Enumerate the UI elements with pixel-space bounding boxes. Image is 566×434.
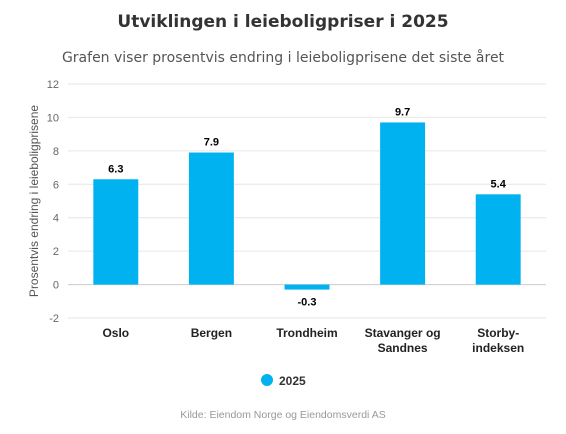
- y-tick-label: 4: [53, 213, 59, 225]
- source-credit[interactable]: Kilde: Eiendom Norge og Eiendomsverdi AS: [180, 409, 386, 421]
- y-tick-label: 12: [47, 79, 59, 91]
- data-labels: 6.3 7.9 -0.3 9.7 5.4: [108, 106, 507, 308]
- x-category-label: Trondheim: [276, 326, 337, 340]
- bar[interactable]: [93, 179, 139, 285]
- gridlines: [68, 83, 546, 319]
- y-axis-ticks: -2 0 2 4 6 8 10 12: [47, 79, 59, 325]
- y-tick-label: 10: [47, 112, 59, 124]
- x-axis-categories: Oslo Bergen Trondheim Stavanger og Sandnes St…: [102, 326, 524, 355]
- y-axis-label: Prosentvis endring i leieboligprisene: [27, 105, 41, 297]
- x-category-label: Bergen: [191, 326, 232, 340]
- bars: [93, 122, 521, 290]
- x-category-label: Stavanger og Sandnes: [365, 326, 441, 355]
- y-tick-label: 2: [53, 246, 59, 258]
- legend-label: 2025: [279, 374, 306, 388]
- chart-subtitle: Grafen viser prosentvis endring i leiebo…: [61, 50, 505, 66]
- data-label: 5.4: [491, 178, 507, 190]
- data-label: 6.3: [108, 163, 123, 175]
- legend[interactable]: 2025: [261, 374, 306, 388]
- bar[interactable]: [188, 152, 234, 285]
- y-tick-label: 6: [53, 179, 59, 191]
- bar[interactable]: [380, 122, 426, 285]
- chart-title: Utviklingen i leieboligpriser i 2025: [117, 12, 449, 32]
- y-tick-label: 8: [53, 146, 59, 158]
- x-category-label: Oslo: [102, 326, 129, 340]
- data-label: 7.9: [204, 137, 219, 149]
- x-category-label: Storby-indeksen: [472, 326, 524, 355]
- y-tick-label: -2: [49, 313, 59, 325]
- legend-marker: [261, 374, 273, 386]
- bar[interactable]: [284, 284, 330, 290]
- bar[interactable]: [475, 194, 521, 285]
- data-label: -0.3: [298, 297, 317, 309]
- y-tick-label: 0: [53, 280, 59, 292]
- data-label: 9.7: [395, 106, 410, 118]
